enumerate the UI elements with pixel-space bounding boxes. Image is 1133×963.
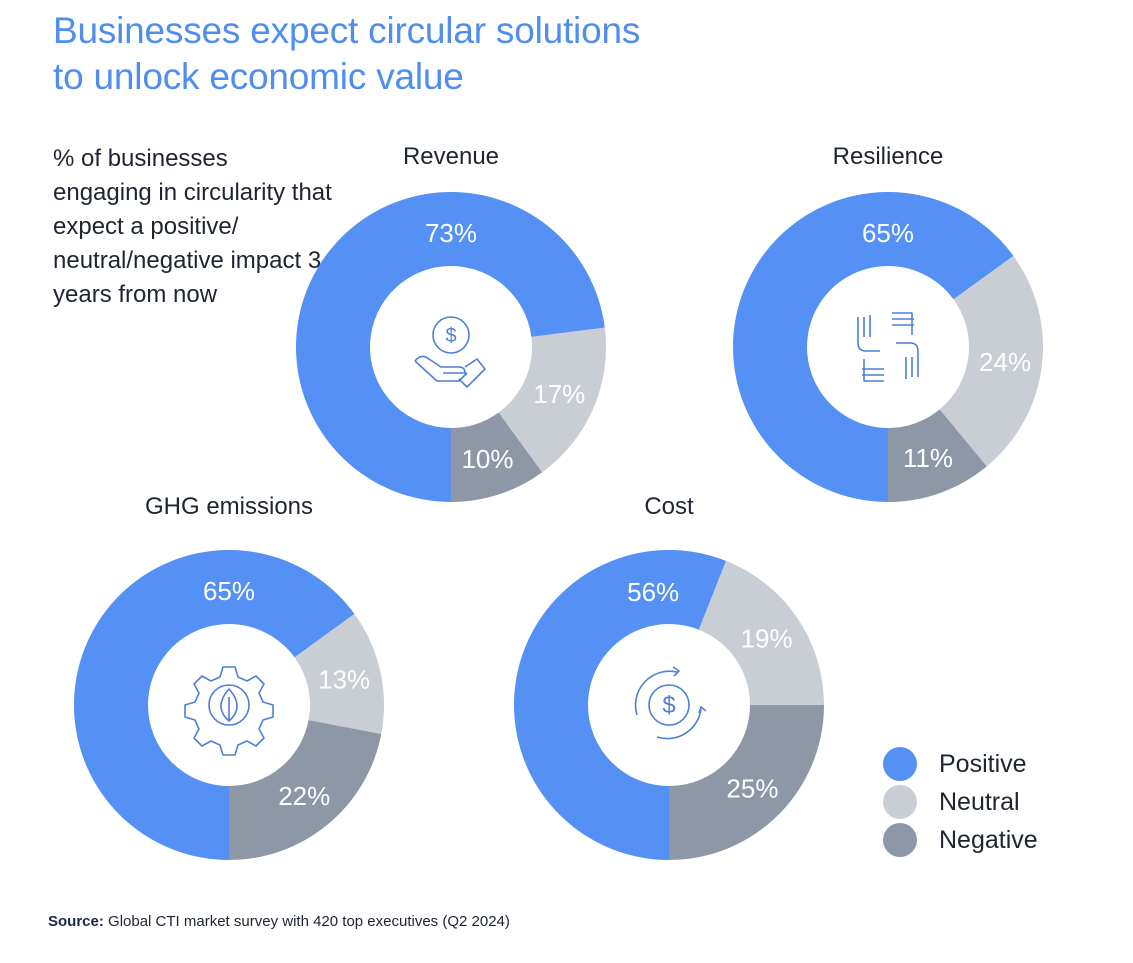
title-line-2: to unlock economic value — [53, 56, 464, 97]
slice-negative — [888, 409, 987, 502]
legend-label: Neutral — [939, 787, 1020, 816]
slice-label-neutral: 19% — [741, 624, 793, 654]
slice-neutral — [939, 255, 1043, 467]
svg-text:$: $ — [662, 692, 675, 719]
source-label: Source: — [48, 913, 104, 930]
donut-title-ghg: GHG emissions — [144, 493, 314, 520]
slice-label-positive: 65% — [862, 218, 914, 248]
slice-label-neutral: 24% — [979, 347, 1031, 377]
title-line-1: Businesses expect circular solutions — [53, 10, 641, 51]
slice-neutral — [498, 327, 606, 473]
slice-neutral — [294, 613, 385, 735]
slice-positive — [73, 550, 355, 860]
slice-label-negative: 10% — [461, 444, 513, 474]
chart-title: Businesses expect circular solutions to u… — [53, 8, 640, 100]
slice-label-neutral: 17% — [533, 379, 585, 409]
legend-label: Positive — [939, 749, 1027, 778]
slice-neutral — [698, 560, 824, 705]
circular-dollar-icon: $ — [634, 666, 707, 740]
donut-title-cost: Cost — [644, 493, 694, 520]
legend-item-positive: Positive — [883, 745, 1038, 783]
slice-negative — [669, 705, 824, 860]
svg-text:$: $ — [445, 325, 456, 347]
slice-label-negative: 25% — [726, 773, 778, 803]
legend-item-neutral: Neutral — [883, 783, 1038, 821]
slice-label-neutral: 13% — [318, 664, 370, 694]
hand-coin-icon: $ — [414, 316, 486, 388]
slice-label-positive: 73% — [425, 218, 477, 248]
legend-label: Negative — [939, 825, 1038, 854]
slice-positive — [513, 550, 727, 860]
slice-label-positive: 65% — [203, 576, 255, 606]
hands-joined-icon — [857, 312, 919, 382]
slice-negative — [451, 412, 543, 502]
legend-item-negative: Negative — [883, 821, 1038, 859]
slice-negative — [229, 720, 382, 860]
legend-swatch-positive — [883, 747, 917, 781]
source-note: Source: Global CTI market survey with 42… — [48, 913, 510, 930]
donut-title-resilience: Resilience — [832, 143, 944, 170]
slice-label-positive: 56% — [627, 577, 679, 607]
source-text: Global CTI market survey with 420 top ex… — [103, 913, 510, 930]
slice-label-negative: 22% — [278, 781, 330, 811]
legend: Positive Neutral Negative — [883, 745, 1038, 859]
chart-subtitle: % of businesses engaging in circularity … — [53, 145, 332, 308]
slice-label-negative: 11% — [903, 443, 953, 473]
legend-swatch-neutral — [883, 785, 917, 819]
donut-title-revenue: Revenue — [402, 143, 500, 170]
slice-positive — [295, 192, 605, 502]
slice-positive — [733, 191, 1014, 502]
gear-leaf-icon — [184, 666, 274, 756]
legend-swatch-negative — [883, 823, 917, 857]
